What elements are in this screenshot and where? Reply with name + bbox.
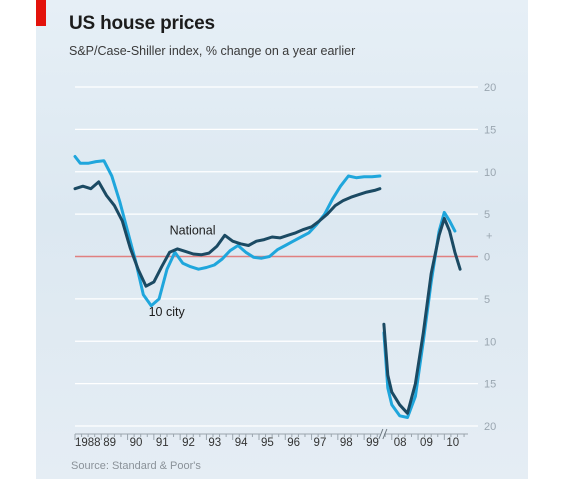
x-tick-label: 95 [261,437,274,449]
series-line-national [382,216,462,415]
x-tick-label: 89 [103,437,116,449]
x-tick-label: 99 [366,437,379,449]
axis-break-mark [382,428,388,440]
chart-subtitle: S&P/Case-Shiller index, % change on a ye… [69,44,356,58]
x-tick-label: 1988 [75,437,101,449]
x-tick-label: 09 [420,437,433,449]
y-tick-label: 20 [484,421,496,433]
chart-panel [36,0,528,479]
y-tick-label: 15 [484,379,496,391]
y-tick-label: 5 [484,209,490,221]
series-label-10-city: 10 city [149,305,186,319]
x-tick-label: 90 [130,437,143,449]
x-tick-label: 10 [446,437,459,449]
series-line-10-city [382,210,457,419]
axis-break-mark [378,428,384,440]
x-tick-label: 91 [156,437,169,449]
x-tick-label: 96 [287,437,300,449]
series-label-national: National [170,223,216,237]
series-line-national [73,180,382,288]
red-accent-tag [36,0,46,26]
chart-title: US house prices [69,13,215,34]
y-tick-label: 10 [484,336,496,348]
x-tick-label: 92 [182,437,195,449]
y-tick-label: 0 [484,252,490,264]
x-tick-label: 08 [394,437,407,449]
source-note: Source: Standard & Poor's [71,460,201,472]
y-tick-label: 20 [484,82,496,94]
x-tick-label: 97 [314,437,327,449]
y-minus-marker: + [486,230,492,242]
y-tick-label: 10 [484,167,496,179]
x-tick-label: 98 [340,437,353,449]
y-tick-label: 5 [484,294,490,306]
x-tick-label: 94 [235,437,248,449]
x-tick-label: 93 [208,437,221,449]
y-tick-label: 15 [484,124,496,136]
series-line-10-city [73,155,382,308]
